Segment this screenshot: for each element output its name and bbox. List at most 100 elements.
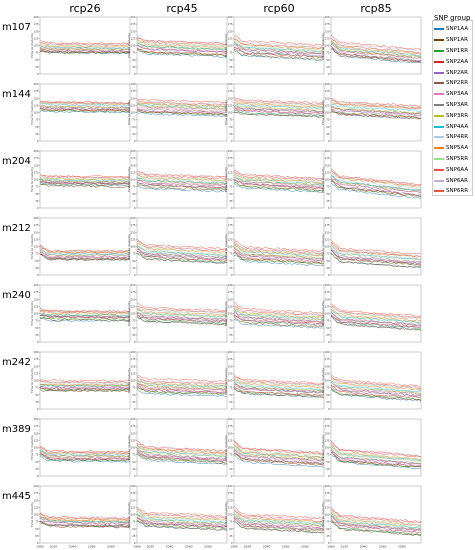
y-tick-label: 25 xyxy=(229,132,233,136)
panel-frame xyxy=(39,418,131,477)
series-line-SNP3RR xyxy=(39,104,131,109)
y-tick-label: 125 xyxy=(34,237,39,241)
y-tick-label: 75 xyxy=(35,185,39,189)
series-line-SNP2AA xyxy=(136,385,228,393)
series-line-SNP2AR xyxy=(136,182,228,189)
series-line-SNP2AR xyxy=(39,107,131,111)
x-tick-label: 1960 xyxy=(36,545,44,549)
column-title-rcp85: rcp85 xyxy=(360,2,392,15)
series-line-SNP6AA xyxy=(233,510,325,522)
y-tick-label: 25 xyxy=(229,467,233,471)
x-axis-label: year xyxy=(373,549,380,550)
series-line-SNP2RR xyxy=(330,384,422,397)
series-line-SNP2AA xyxy=(330,451,422,468)
panel-m144-rcp85: 0 25 50 75 100 125 150 175 200 Time to maturity xyxy=(321,82,422,143)
series-line-SNP6AA xyxy=(136,305,228,313)
y-tick-label: 200 xyxy=(325,216,330,220)
y-tick-label: 100 xyxy=(34,446,39,450)
series-line-SNP6RR xyxy=(233,374,325,385)
y-tick-label: 50 xyxy=(35,259,39,263)
y-tick-label: 200 xyxy=(325,350,330,354)
series-line-SNP3AR xyxy=(233,515,325,527)
series-line-SNP3AA xyxy=(39,518,131,524)
series-line-SNP2AA xyxy=(136,47,228,56)
x-tick-label: 1960 xyxy=(230,545,238,549)
y-tick-label: 100 xyxy=(228,379,233,383)
series-line-SNP3AA xyxy=(136,449,228,461)
series-line-SNP6AA xyxy=(330,100,422,109)
row-label-m242: m242 xyxy=(2,356,31,368)
series-line-SNP6AA xyxy=(136,37,228,46)
series-line-SNP5RR xyxy=(233,243,325,256)
panel-frame xyxy=(136,150,228,209)
series-line-SNP3AA xyxy=(233,44,325,55)
series-line-SNP1RR xyxy=(136,251,228,262)
panel-m204-rcp45: 0 25 50 75 100 125 150 175 200 Time to maturity xyxy=(127,149,228,210)
series-line-SNP1RR xyxy=(233,251,325,265)
row-label-m389: m389 xyxy=(2,423,31,435)
series-line-SNP1AR xyxy=(39,253,131,261)
series-line-SNP3AR xyxy=(39,384,131,388)
x-tick-label: 2020 xyxy=(341,545,349,549)
y-tick-label: 0 xyxy=(37,206,39,210)
series-line-SNP3AR xyxy=(233,246,325,260)
y-tick-label: 75 xyxy=(326,252,330,256)
y-tick-label: 200 xyxy=(325,15,330,19)
y-tick-label: 200 xyxy=(228,15,233,19)
series-line-SNP4RR xyxy=(136,39,228,49)
series-line-SNP3AA xyxy=(233,382,325,392)
y-tick-label: 175 xyxy=(34,491,39,495)
y-tick-label: 150 xyxy=(34,230,39,234)
y-tick-label: 150 xyxy=(325,297,330,301)
y-tick-label: 150 xyxy=(34,431,39,435)
series-line-SNP1AA xyxy=(233,455,325,468)
panel-m204-rcp85: 0 25 50 75 100 125 150 175 200 Time to maturity xyxy=(321,149,422,210)
series-line-SNP3AR xyxy=(136,104,228,110)
y-tick-label: 125 xyxy=(228,103,233,107)
series-line-SNP1AA xyxy=(233,319,325,329)
legend-swatch xyxy=(434,49,444,52)
series-line-SNP1AA xyxy=(39,318,131,322)
y-tick-label: 50 xyxy=(229,58,233,62)
series-line-SNP4RR xyxy=(330,308,422,323)
y-tick-label: 175 xyxy=(131,223,136,227)
y-tick-label: 25 xyxy=(35,266,39,270)
row-label-m107: m107 xyxy=(2,21,31,33)
y-tick-label: 75 xyxy=(35,118,39,122)
y-axis-label: Time to maturity xyxy=(321,435,325,461)
legend-item-SNP3AA: SNP3AA xyxy=(434,89,474,100)
series-line-SNP1AA xyxy=(233,50,325,61)
series-line-SNP2AA xyxy=(233,387,325,397)
series-line-SNP3RR xyxy=(233,246,325,259)
y-tick-label: 50 xyxy=(326,125,330,129)
y-tick-label: 0 xyxy=(231,407,233,411)
series-line-SNP5AA xyxy=(330,377,422,391)
legend-item-SNP3AR: SNP3AR xyxy=(434,100,474,111)
legend-swatch xyxy=(434,179,444,182)
y-tick-label: 0 xyxy=(134,139,136,143)
series-line-SNP6AR xyxy=(330,441,422,458)
y-tick-label: 200 xyxy=(34,484,39,488)
y-tick-label: 100 xyxy=(325,446,330,450)
series-line-SNP2RR xyxy=(39,518,131,525)
y-axis-label: Time to maturity xyxy=(321,502,325,528)
y-tick-label: 75 xyxy=(132,252,136,256)
y-tick-label: 0 xyxy=(231,474,233,478)
panel-m389-rcp85: 0 25 50 75 100 125 150 175 200 Time to maturity xyxy=(321,417,422,478)
y-tick-label: 175 xyxy=(228,491,233,495)
series-line-SNP1RR xyxy=(39,316,131,321)
legend-swatch xyxy=(434,103,444,106)
y-tick-label: 25 xyxy=(326,132,330,136)
y-tick-label: 125 xyxy=(325,505,330,509)
y-tick-label: 25 xyxy=(132,65,136,69)
y-tick-label: 100 xyxy=(34,513,39,517)
y-tick-label: 50 xyxy=(132,58,136,62)
legend-label: SNP5RR xyxy=(446,155,469,162)
series-line-SNP5RR xyxy=(39,309,131,314)
series-line-SNP4RR xyxy=(330,40,422,56)
y-tick-label: 75 xyxy=(229,386,233,390)
legend-swatch xyxy=(434,60,444,63)
panel-m389-rcp26: 0 25 50 75 100 125 150 175 200 Time to maturity xyxy=(30,417,131,478)
panel-frame xyxy=(233,485,325,544)
series-line-SNP5RR xyxy=(233,510,325,524)
